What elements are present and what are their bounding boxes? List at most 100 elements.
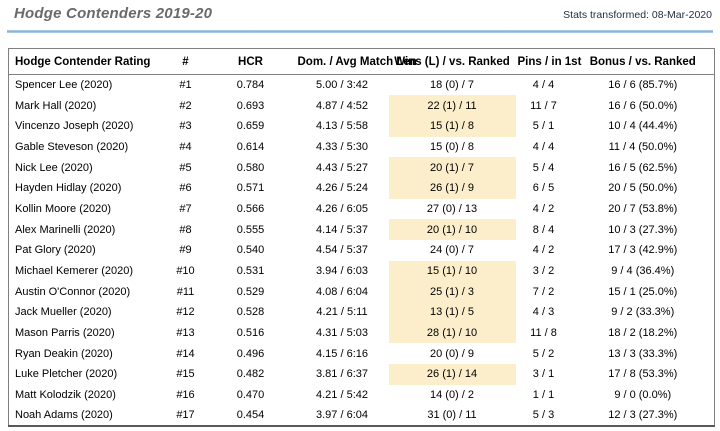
dom-avg-len-cell: 4.15 / 6:16 bbox=[316, 347, 368, 360]
contender-name-cell: Spencer Lee (2020) bbox=[15, 79, 113, 92]
pins-in-1st-cell: 5 / 3 bbox=[532, 409, 555, 422]
wins-vs-ranked-cell: 20 (0) / 9 bbox=[429, 347, 475, 360]
wins-vs-ranked-cell: 26 (1) / 9 bbox=[388, 177, 516, 199]
contender-name-cell: Gable Steveson (2020) bbox=[15, 140, 129, 153]
pins-in-1st-cell: 5 / 1 bbox=[532, 120, 555, 133]
hcr-cell: 0.580 bbox=[236, 161, 265, 174]
rank-cell: #11 bbox=[176, 285, 195, 298]
pins-in-1st-cell: 6 / 5 bbox=[532, 182, 555, 195]
dom-avg-len-cell: 4.87 / 4:52 bbox=[316, 99, 368, 112]
rank-cell: #13 bbox=[176, 327, 195, 340]
dom-avg-len-cell: 4.31 / 5:03 bbox=[316, 327, 368, 340]
column-header-dom-avg-len: Dom. / Avg Match Len bbox=[295, 48, 417, 75]
contender-name-cell: Noah Adams (2020) bbox=[15, 409, 113, 422]
wins-vs-ranked-cell: 18 (0) / 7 bbox=[429, 79, 475, 92]
dom-avg-len-cell: 4.33 / 5:30 bbox=[316, 140, 368, 153]
table-body: Spencer Lee (2020) #1 0.784 5.00 / 3:42 18 (… bbox=[9, 75, 715, 427]
wins-vs-ranked-cell: 13 (1) / 5 bbox=[388, 302, 516, 323]
table-row: Luke Pletcher (2020) #15 0.482 3.81 / 6:37 2… bbox=[9, 364, 715, 385]
contender-name-cell: Matt Kolodzik (2020) bbox=[15, 389, 116, 402]
contender-name-cell: Mason Parris (2020) bbox=[15, 327, 115, 340]
pins-in-1st-cell: 4 / 3 bbox=[532, 306, 555, 319]
hcr-cell: 0.528 bbox=[236, 306, 265, 319]
hodge-contenders-table: Hodge Contender Rating # HCR Dom. / Avg … bbox=[8, 48, 715, 428]
wins-vs-ranked-cell: 14 (0) / 2 bbox=[429, 389, 475, 402]
table-header-row: Hodge Contender Rating # HCR Dom. / Avg … bbox=[8, 48, 715, 75]
rank-cell: #15 bbox=[176, 368, 195, 381]
rank-cell: #16 bbox=[176, 389, 195, 402]
contender-name-cell: Hayden Hidlay (2020) bbox=[15, 182, 122, 195]
dom-avg-len-cell: 4.21 / 5:11 bbox=[316, 306, 368, 319]
contender-name-cell: Pat Glory (2020) bbox=[15, 244, 96, 257]
column-header-wins-ranked: Wins (L) / vs. Ranked bbox=[388, 48, 516, 75]
table-row: Spencer Lee (2020) #1 0.784 5.00 / 3:42 18 (… bbox=[9, 75, 715, 96]
table-row: Ryan Deakin (2020) #14 0.496 4.15 / 6:16 20 … bbox=[9, 343, 715, 364]
contender-name-cell: Ryan Deakin (2020) bbox=[15, 347, 113, 360]
bonus-vs-ranked-cell: 10 / 4 (44.4%) bbox=[608, 120, 678, 133]
wins-vs-ranked-cell: 31 (0) / 11 bbox=[427, 409, 477, 422]
rank-cell: #12 bbox=[176, 306, 195, 319]
pins-in-1st-cell: 11 / 8 bbox=[530, 327, 557, 340]
dom-avg-len-cell: 3.94 / 6:03 bbox=[316, 265, 368, 278]
rank-cell: #17 bbox=[176, 409, 195, 422]
bonus-vs-ranked-cell: 9 / 0 (0.0%) bbox=[614, 389, 672, 402]
rank-cell: #9 bbox=[179, 244, 192, 257]
table-row: Austin O'Connor (2020) #11 0.529 4.08 / 6:0… bbox=[9, 281, 715, 303]
pins-in-1st-cell: 3 / 1 bbox=[532, 368, 555, 381]
hcr-cell: 0.566 bbox=[236, 202, 265, 215]
column-header-hcr: HCR bbox=[205, 48, 296, 75]
pins-in-1st-cell: 7 / 2 bbox=[532, 285, 555, 298]
wins-vs-ranked-cell: 26 (1) / 14 bbox=[388, 364, 516, 385]
pins-in-1st-cell: 4 / 4 bbox=[532, 140, 555, 153]
hcr-cell: 0.784 bbox=[236, 79, 265, 92]
table-row: Hayden Hidlay (2020) #6 0.571 4.26 / 5:24 26… bbox=[9, 177, 715, 199]
contender-name-cell: Luke Pletcher (2020) bbox=[15, 368, 118, 381]
page-title: Hodge Contenders 2019-20 bbox=[14, 5, 213, 22]
dom-avg-len-cell: 3.81 / 6:37 bbox=[316, 368, 368, 381]
pins-in-1st-cell: 4 / 2 bbox=[532, 244, 555, 257]
pins-in-1st-cell: 4 / 2 bbox=[532, 202, 555, 215]
dom-avg-len-cell: 4.14 / 5:37 bbox=[316, 223, 368, 236]
rank-cell: #4 bbox=[179, 140, 192, 153]
wins-vs-ranked-cell: 20 (1) / 7 bbox=[388, 157, 516, 178]
bonus-vs-ranked-cell: 20 / 7 (53.8%) bbox=[608, 202, 678, 215]
contender-name-cell: Kollin Moore (2020) bbox=[15, 202, 111, 215]
wins-vs-ranked-cell: 15 (1) / 8 bbox=[388, 115, 516, 137]
table-row: Gable Steveson (2020) #4 0.614 4.33 / 5:30 1… bbox=[9, 137, 715, 158]
pins-in-1st-cell: 5 / 2 bbox=[532, 347, 555, 360]
bonus-vs-ranked-cell: 15 / 1 (25.0%) bbox=[608, 285, 678, 298]
hcr-cell: 0.516 bbox=[236, 327, 265, 340]
rank-cell: #10 bbox=[176, 265, 195, 278]
column-header-rank: # bbox=[165, 48, 206, 75]
bonus-vs-ranked-cell: 17 / 8 (53.3%) bbox=[608, 368, 678, 381]
wins-vs-ranked-cell: 22 (1) / 11 bbox=[388, 95, 516, 116]
hcr-cell: 0.659 bbox=[236, 120, 265, 133]
dom-avg-len-cell: 3.97 / 6:04 bbox=[316, 409, 368, 422]
contender-name-cell: Nick Lee (2020) bbox=[15, 161, 93, 174]
column-header-pins-1st: Pins / in 1st bbox=[515, 48, 581, 75]
contender-name-cell: Jack Mueller (2020) bbox=[15, 306, 112, 319]
hcr-cell: 0.531 bbox=[236, 265, 265, 278]
table-row: Mark Hall (2020) #2 0.693 4.87 / 4:52 22 (1)… bbox=[9, 95, 715, 116]
dom-avg-len-cell: 4.43 / 5:27 bbox=[316, 161, 368, 174]
contender-name-cell: Michael Kemerer (2020) bbox=[15, 265, 133, 278]
contender-name-cell: Alex Marinelli (2020) bbox=[15, 223, 116, 236]
pins-in-1st-cell: 1 / 1 bbox=[532, 389, 555, 402]
hcr-cell: 0.496 bbox=[236, 347, 265, 360]
table-row: Pat Glory (2020) #9 0.540 4.54 / 5:37 24 (0)… bbox=[9, 240, 715, 261]
rank-cell: #1 bbox=[179, 79, 192, 92]
pins-in-1st-cell: 8 / 4 bbox=[532, 223, 555, 236]
bonus-vs-ranked-cell: 11 / 4 (50.0%) bbox=[608, 140, 677, 153]
hcr-cell: 0.571 bbox=[236, 182, 265, 195]
wins-vs-ranked-cell: 27 (0) / 13 bbox=[426, 202, 478, 215]
table-row: Vincenzo Joseph (2020) #3 0.659 4.13 / 5:58… bbox=[9, 115, 715, 137]
dom-avg-len-cell: 4.21 / 5:42 bbox=[316, 389, 368, 402]
wins-vs-ranked-cell: 25 (1) / 3 bbox=[388, 281, 516, 303]
rank-cell: #5 bbox=[179, 161, 192, 174]
bonus-vs-ranked-cell: 17 / 3 (42.9%) bbox=[608, 244, 678, 257]
bonus-vs-ranked-cell: 16 / 6 (50.0%) bbox=[608, 99, 678, 112]
dom-avg-len-cell: 4.54 / 5:37 bbox=[316, 244, 368, 257]
dom-avg-len-cell: 5.00 / 3:42 bbox=[316, 79, 368, 92]
hcr-cell: 0.482 bbox=[236, 368, 265, 381]
rank-cell: #6 bbox=[179, 182, 192, 195]
